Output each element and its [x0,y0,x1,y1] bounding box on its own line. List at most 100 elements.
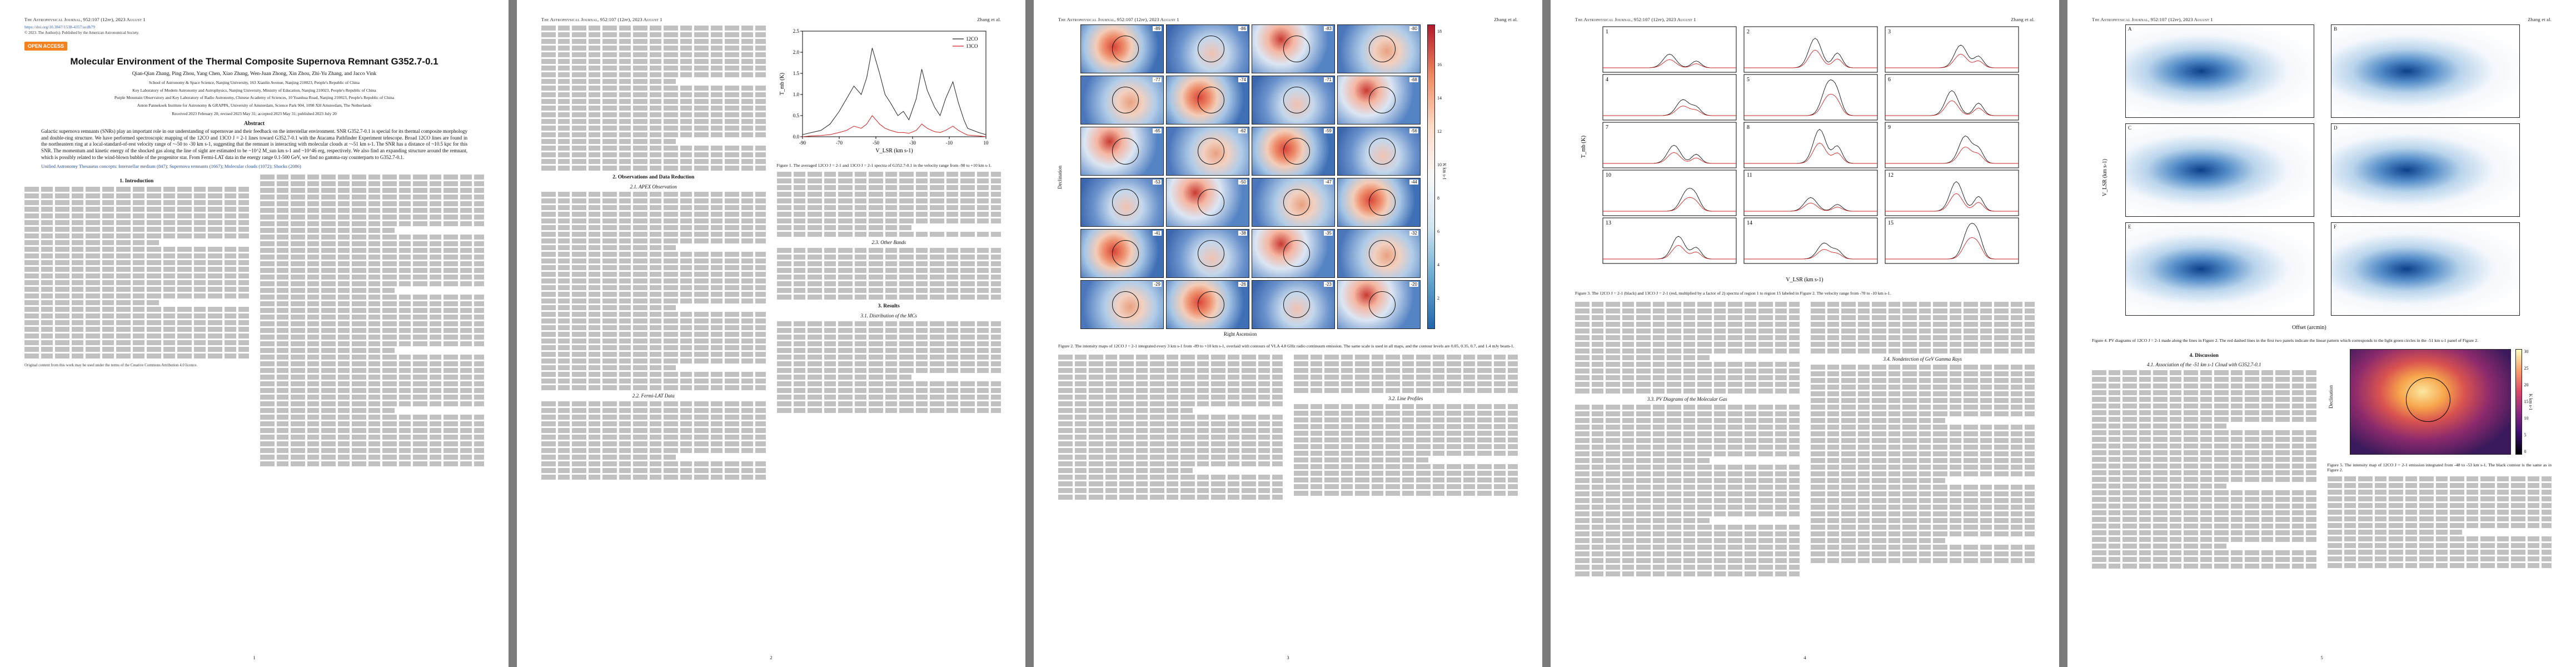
text-line [1575,348,1800,354]
co12-spectrum [1885,90,2019,116]
text-line [24,233,249,238]
channel-map-panel: -86 [1166,24,1249,73]
text-line [2327,476,2552,482]
text-line [541,232,766,237]
text-line [260,308,484,313]
radio-contour [1112,137,1139,165]
co12-spectrum [1744,38,1877,68]
text-line [260,275,484,280]
colorbar-tick-label: 18 [1437,29,1442,34]
colorbar-tick-label: 2 [1437,296,1439,301]
radio-contour [1283,86,1311,113]
text-line [541,59,766,64]
text-line [260,368,484,374]
text-line [2092,457,2316,462]
velocity-label: -44 [1409,180,1418,185]
velocity-label: -80 [1409,26,1418,31]
text-line [24,326,249,332]
running-header: The Astrophysical Journal, 952:107 (12pp… [2092,17,2552,22]
text-line [1293,450,1518,456]
channel-map-panel: -35 [1252,229,1335,278]
text-line [260,341,484,347]
text-line [1058,454,1283,460]
text-line [2092,390,2316,396]
radio-contour [1369,86,1396,113]
column-left: 3.3. PV Diagrams of the Molecular Gas [1575,301,1800,578]
text-line [1575,308,1800,313]
pv-diagram-panel: E [2125,222,2314,316]
co13-spectrum [1603,152,1736,164]
text-line [541,415,766,420]
text-line [776,334,1001,340]
pv-diagram-panel: A [2125,24,2314,118]
x-tick-label: -30 [909,140,916,146]
text-line [776,295,1001,300]
text-line [776,198,1001,204]
body-text [260,175,484,467]
y-axis-label: T_mb (K) [1581,136,1587,158]
colorbar-tick-label: 8 [1437,196,1439,201]
figure-5-intensity-map: 30 25 20 15 10 5 0 K km s-1 Declination [2328,349,2550,460]
text-line [2092,450,2316,456]
intensity-map [2349,349,2511,455]
channel-map-panel: -71 [1252,76,1335,125]
spectrum-panel [1885,122,2019,168]
text-line [260,295,484,300]
velocity-label: -56 [1409,128,1418,133]
keywords[interactable]: Unified Astronomy Thesaurus concepts: In… [41,163,301,170]
text-line [1575,417,1800,423]
velocity-label: -20 [1409,282,1418,287]
velocity-label: -77 [1153,77,1162,82]
text-line [541,345,766,351]
text-line [1810,437,2035,443]
series-line-12CO [802,48,986,135]
text-line [1293,437,1518,442]
body-text [1810,301,2035,354]
radio-contour [1112,86,1139,113]
channel-map-panel: -83 [1252,24,1335,73]
license-note[interactable]: Original content from this work may be u… [24,362,198,367]
text-line [24,193,249,198]
text-line [1810,348,2035,354]
colorbar-tick-label: 4 [1437,262,1439,267]
co12-spectrum [1744,79,1877,116]
text-line [1058,487,1283,493]
panel-label: F [2334,224,2337,230]
text-line [1810,328,2035,334]
text-line [776,185,1001,191]
text-line [1575,517,1710,523]
text-line [24,320,249,325]
radio-contour [1112,188,1139,216]
radio-contour [1198,240,1225,267]
text-line [1058,441,1283,446]
text-line [1810,341,2035,347]
y-axis-label: T_mb (K) [779,73,785,95]
text-line [776,261,1001,267]
region-label: 8 [1747,125,1750,131]
text-line [541,39,766,44]
doi-link[interactable]: https://doi.org/10.3847/1538-4357/acdb79 [24,24,95,29]
section-heading: 2. Observations and Data Reduction [612,175,695,180]
body-text [1575,301,1800,394]
y-tick-label: 2.0 [793,49,799,55]
text-line [1575,424,1800,430]
body-text [2327,476,2552,569]
text-line [260,375,484,380]
column-left: 1. Introduction Original content from th… [24,175,249,468]
text-line [1810,558,2035,563]
text-line [2092,404,2316,409]
radio-contour [2405,377,2450,422]
region-label: 2 [1747,29,1750,35]
page-number: 5 [2320,655,2323,660]
body-text [1058,354,1283,500]
body-text [776,321,1001,413]
spectrum-panel [1885,74,2019,121]
text-line [2092,397,2316,402]
text-line [260,195,484,200]
text-line [541,159,766,164]
text-line [1293,490,1518,496]
region-label: 10 [1606,172,1611,178]
column-right [260,175,484,468]
panel-label: E [2128,224,2131,230]
velocity-label: -41 [1153,231,1162,236]
